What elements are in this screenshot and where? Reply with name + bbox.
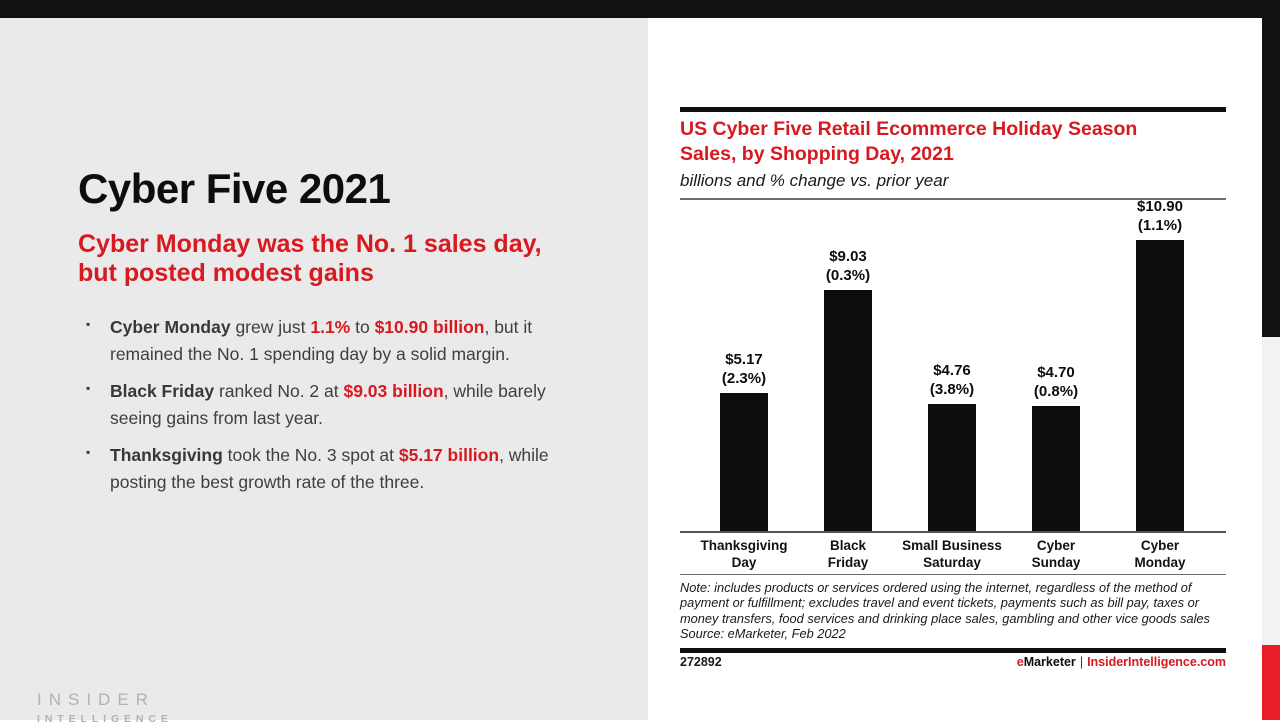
bullet-text-segment: $9.03 billion bbox=[343, 380, 444, 401]
bullet-text-segment: $5.17 billion bbox=[398, 444, 500, 465]
axis-bottom-rule bbox=[680, 574, 1226, 575]
bar-pct-label: (2.3%) bbox=[721, 369, 767, 387]
bar-thanksgiving-day bbox=[720, 393, 768, 531]
right-edge-gray-strip bbox=[1262, 337, 1280, 645]
bar-dollar-label: $5.17 bbox=[725, 351, 763, 369]
bullet-text-segment: took the No. 3 spot at bbox=[227, 444, 399, 465]
x-axis-label-row: Thanksgiving Day Black Friday Small Busine… bbox=[692, 537, 1212, 571]
bullet-text-segment: , but it remained the No. 1 spending day… bbox=[110, 317, 533, 364]
bar-value-label-thanksgiving-day: $5.17 (2.3%) bbox=[684, 351, 804, 388]
bullet-item: ▪ Thanksgiving took the No. 3 spot at $5.… bbox=[86, 442, 586, 496]
bullet-text-segment: Thanksgiving bbox=[110, 444, 228, 465]
chart-subtitle: billions and % change vs. prior year bbox=[680, 171, 949, 190]
bar-value-label-small-business-saturday: $4.76 (3.8%) bbox=[892, 362, 1012, 399]
chart-note: Note: includes products or services orde… bbox=[680, 580, 1210, 626]
axis-label-thanksgiving-day: Thanksgiving Day bbox=[700, 538, 788, 570]
chart-source: Source: eMarketer, Feb 2022 bbox=[680, 626, 846, 642]
bullet-item: ▪ Black Friday ranked No. 2 at $9.03 bill… bbox=[86, 378, 586, 432]
chart-column-black-friday: $9.03 (0.3%) bbox=[796, 200, 900, 531]
bar-pct-label: (0.3%) bbox=[825, 266, 871, 284]
bar-value-label-black-friday: $9.03 (0.3%) bbox=[788, 248, 908, 285]
slide-subtitle: Cyber Monday was the No. 1 sales day, bu… bbox=[78, 230, 542, 287]
axis-label-cyber-monday: Cyber Monday bbox=[1134, 538, 1186, 570]
chart-title: US Cyber Five Retail Ecommerce Holiday S… bbox=[680, 118, 1138, 166]
axis-label-small-business-saturday: Small Business Saturday bbox=[902, 538, 1002, 570]
emarketer-rest: Marketer bbox=[1023, 655, 1076, 669]
right-edge-red-strip bbox=[1262, 645, 1280, 720]
brand-line: eMarketer | InsiderIntelligence.com bbox=[1017, 655, 1226, 669]
slide-text-panel: Cyber Five 2021 Cyber Monday was the No.… bbox=[0, 18, 648, 725]
logo-line-insider: INSIDER bbox=[37, 690, 155, 709]
chart-column-small-business-saturday: $4.76 (3.8%) bbox=[900, 200, 1004, 531]
chart-note-block: Note: includes products or services orde… bbox=[680, 580, 1226, 641]
axis-label-cyber-sunday: Cyber Sunday bbox=[1031, 538, 1081, 570]
bar-dollar-label: $4.70 bbox=[1037, 364, 1075, 382]
bar-value-label-cyber-sunday: $4.70 (0.8%) bbox=[996, 364, 1116, 401]
bullet-text-segment: ranked No. 2 at bbox=[218, 380, 344, 401]
bullet-marker-icon: ▪ bbox=[86, 444, 91, 459]
bar-pct-label: (0.8%) bbox=[1033, 382, 1079, 400]
bullet-marker-icon: ▪ bbox=[86, 317, 91, 331]
bar-plot-area: $5.17 (2.3%) $9.03 (0.3%) $4.76 (3.8%) $4.70 (0… bbox=[692, 198, 1212, 531]
chart-card: US Cyber Five Retail Ecommerce Holiday S… bbox=[648, 18, 1262, 720]
bullet-list: ▪ Cyber Monday grew just 1.1% to $10.90 b… bbox=[86, 314, 586, 506]
bullet-text-segment: , while barely seeing gains from last ye… bbox=[110, 380, 546, 428]
chart-footer: 272892 eMarketer | InsiderIntelligence.com bbox=[680, 655, 1226, 669]
logo-line-intelligence: INTELLIGENCE bbox=[37, 713, 173, 725]
brand-site: InsiderIntelligence.com bbox=[1087, 655, 1226, 669]
chart-id: 272892 bbox=[680, 655, 722, 669]
bullet-text-segment: $10.90 billion bbox=[374, 317, 485, 337]
chart-top-rule bbox=[680, 107, 1226, 112]
bar-dollar-label: $4.76 bbox=[933, 362, 971, 380]
bullet-text-segment: Cyber Monday bbox=[110, 317, 236, 337]
chart-subtitle-rule bbox=[680, 198, 1226, 200]
top-black-bar bbox=[0, 0, 1280, 18]
bullet-text-segment: Black Friday bbox=[110, 380, 219, 401]
chart-footer-rule bbox=[680, 648, 1226, 653]
brand-separator: | bbox=[1079, 655, 1084, 669]
bar-pct-label: (1.1%) bbox=[1137, 216, 1183, 234]
bullet-text-segment: grew just bbox=[235, 317, 311, 337]
bar-value-label-cyber-monday: $10.90 (1.1%) bbox=[1100, 198, 1220, 235]
bar-cyber-sunday bbox=[1032, 406, 1080, 531]
right-edge-black-strip bbox=[1262, 0, 1280, 337]
bar-dollar-label: $9.03 bbox=[829, 248, 867, 266]
bullet-marker-icon: ▪ bbox=[86, 380, 91, 395]
chart-column-cyber-monday: $10.90 (1.1%) bbox=[1108, 198, 1212, 531]
bar-cyber-monday bbox=[1136, 240, 1184, 531]
slide-title: Cyber Five 2021 bbox=[78, 165, 391, 212]
bar-pct-label: (3.8%) bbox=[929, 380, 975, 398]
bullet-text-segment: , while posting the best growth rate of … bbox=[110, 444, 549, 492]
bar-black-friday bbox=[824, 290, 872, 531]
bar-small-business-saturday bbox=[928, 404, 976, 531]
bullet-item: ▪ Cyber Monday grew just 1.1% to $10.90 b… bbox=[86, 314, 586, 368]
bar-dollar-label: $10.90 bbox=[1137, 198, 1183, 216]
chart-column-thanksgiving-day: $5.17 (2.3%) bbox=[692, 200, 796, 531]
bullet-text-segment: 1.1% bbox=[310, 317, 351, 337]
emarketer-e: e bbox=[1016, 655, 1024, 669]
axis-label-black-friday: Black Friday bbox=[827, 538, 869, 570]
bullet-text-segment: to bbox=[350, 317, 375, 337]
x-axis-line bbox=[680, 531, 1226, 533]
chart-column-cyber-sunday: $4.70 (0.8%) bbox=[1004, 200, 1108, 531]
